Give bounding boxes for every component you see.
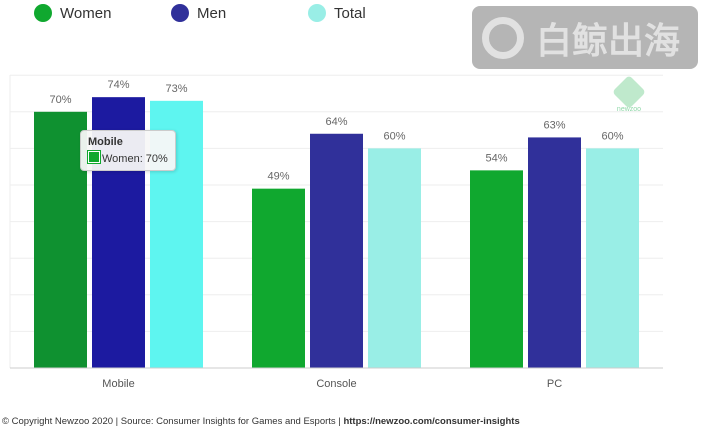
data-label: 74% [107, 79, 129, 91]
bar-men-console[interactable] [310, 133, 363, 368]
legend-dot [308, 4, 326, 22]
tooltip: Mobile Women: 70% [80, 130, 176, 171]
footer: © Copyright Newzoo 2020 | Source: Consum… [2, 416, 520, 427]
data-label: 49% [267, 171, 289, 183]
legend-dot [34, 4, 52, 22]
x-tick-label: PC [547, 378, 562, 390]
watermark: 白鲸出海 [472, 6, 698, 69]
watermark-text: 白鲸出海 [536, 19, 681, 61]
logo-text: newzoo [616, 106, 642, 113]
tooltip-title: Mobile [88, 136, 123, 148]
data-label: 60% [601, 130, 623, 142]
legend-label: Men [197, 4, 227, 22]
x-tick-label: Mobile [102, 378, 134, 390]
legend-item-total[interactable]: Total [308, 4, 445, 22]
bar-total-pc[interactable] [586, 148, 639, 368]
data-label: 63% [543, 119, 565, 131]
legend-dot [171, 4, 189, 22]
legend-item-women[interactable]: Women [34, 4, 171, 22]
data-label: 64% [325, 116, 347, 128]
x-tick-label: Console [316, 378, 356, 390]
watermark-logo-icon [482, 16, 524, 59]
newzoo-logo: newzoo [612, 75, 646, 113]
footer-text: © Copyright Newzoo 2020 | Source: Consum… [2, 416, 344, 427]
bar-women-console[interactable] [252, 188, 305, 368]
bar-chart: 70% 74% 73% Mobile 49% 64% 60% Console 54% 63% 60%… [9, 74, 663, 390]
legend: Women Men Total [34, 4, 445, 22]
tooltip-swatch [87, 150, 101, 164]
bar-women-mobile[interactable] [34, 111, 87, 369]
legend-label: Total [334, 4, 366, 22]
tooltip-value: Women: 70% [102, 153, 168, 165]
bar-men-pc[interactable] [528, 137, 581, 368]
data-label: 70% [49, 94, 71, 106]
footer-link[interactable]: https://newzoo.com/consumer-insights [343, 416, 520, 427]
bar-total-console[interactable] [368, 148, 421, 368]
data-label: 60% [383, 130, 405, 142]
legend-label: Women [60, 4, 112, 22]
data-label: 54% [485, 152, 507, 164]
data-label: 73% [165, 83, 187, 95]
legend-item-men[interactable]: Men [171, 4, 308, 22]
bar-women-pc[interactable] [470, 170, 523, 368]
